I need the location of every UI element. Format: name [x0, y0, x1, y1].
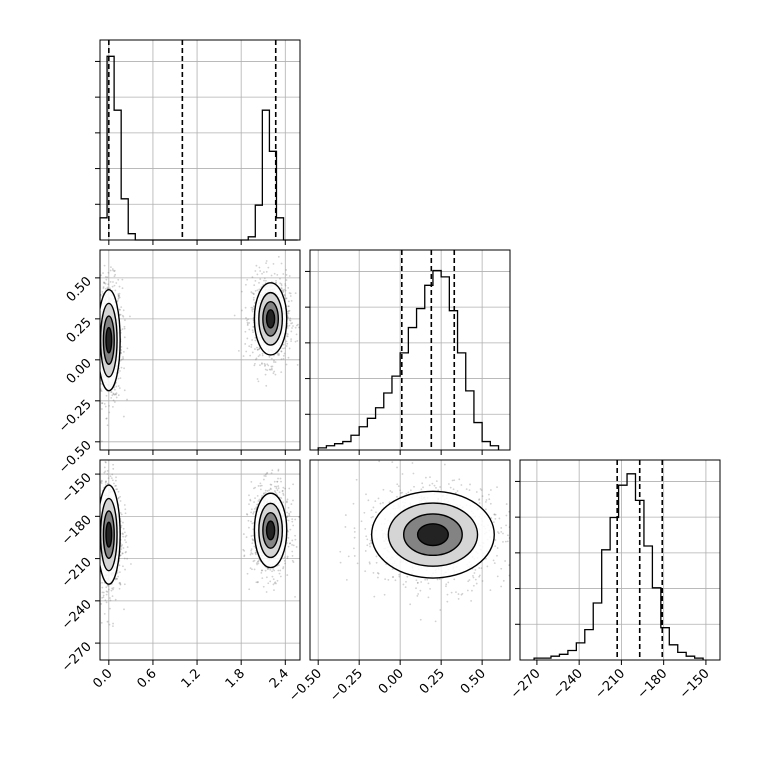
scatter-points — [100, 255, 300, 443]
x-tick-label: −210 — [592, 666, 628, 702]
y-tick-label: −210 — [59, 555, 95, 591]
density-contour — [416, 523, 449, 547]
scatter-points — [100, 461, 300, 628]
x-tick-label: −150 — [677, 666, 713, 702]
y-tick-label: −0.25 — [56, 397, 95, 436]
param0-vs-param2: 0.0 0.6 1.2 1.8 2.4−270−240−210−180−150 — [59, 459, 301, 691]
x-tick-label: −0.25 — [327, 666, 366, 705]
x-tick-label: −0.50 — [286, 666, 325, 705]
axes-frame — [99, 249, 301, 451]
density-contour — [265, 520, 276, 541]
param0-vs-param1: −0.50−0.25 0.00 0.25 0.50 — [56, 249, 301, 477]
scatter-points — [339, 460, 510, 623]
x-tick-label: 2.4 — [267, 666, 292, 691]
axes-frame — [309, 249, 511, 451]
y-tick-label: 0.00 — [64, 356, 95, 387]
param1-vs-param2: −0.50 −0.25 0.00 0.25 0.50 — [286, 459, 511, 705]
axes-frame — [519, 459, 721, 661]
y-tick-label: −240 — [59, 597, 95, 633]
axes-frame — [99, 39, 301, 241]
param0-marginal — [95, 39, 301, 245]
x-tick-label: −240 — [550, 666, 586, 702]
x-tick-label: 1.8 — [223, 666, 248, 691]
y-tick-label: 0.50 — [64, 274, 95, 305]
y-tick-label: −180 — [59, 513, 95, 549]
x-tick-label: 0.25 — [417, 666, 448, 697]
param1-marginal — [305, 249, 511, 455]
axes-frame — [99, 459, 301, 661]
x-tick-label: −270 — [508, 666, 544, 702]
histogram-step-line — [317, 269, 500, 450]
histogram-step-line — [533, 473, 704, 660]
x-tick-label: 0.00 — [376, 666, 407, 697]
x-tick-label: 0.50 — [458, 666, 489, 697]
density-contour — [105, 326, 113, 354]
density-contour — [105, 521, 113, 548]
density-contour — [265, 309, 276, 329]
x-tick-label: −180 — [635, 666, 671, 702]
histogram-step-line — [99, 55, 298, 241]
x-tick-label: 1.2 — [179, 666, 204, 691]
y-tick-label: 0.25 — [64, 315, 95, 346]
x-tick-label: 0.6 — [135, 666, 160, 691]
axes-frame — [309, 459, 511, 661]
y-tick-label: −270 — [59, 639, 95, 675]
y-tick-label: −0.50 — [56, 438, 95, 477]
x-tick-label: 0.0 — [90, 666, 115, 691]
param2-marginal: −270 −240 −210 −180 −150 — [508, 459, 721, 702]
